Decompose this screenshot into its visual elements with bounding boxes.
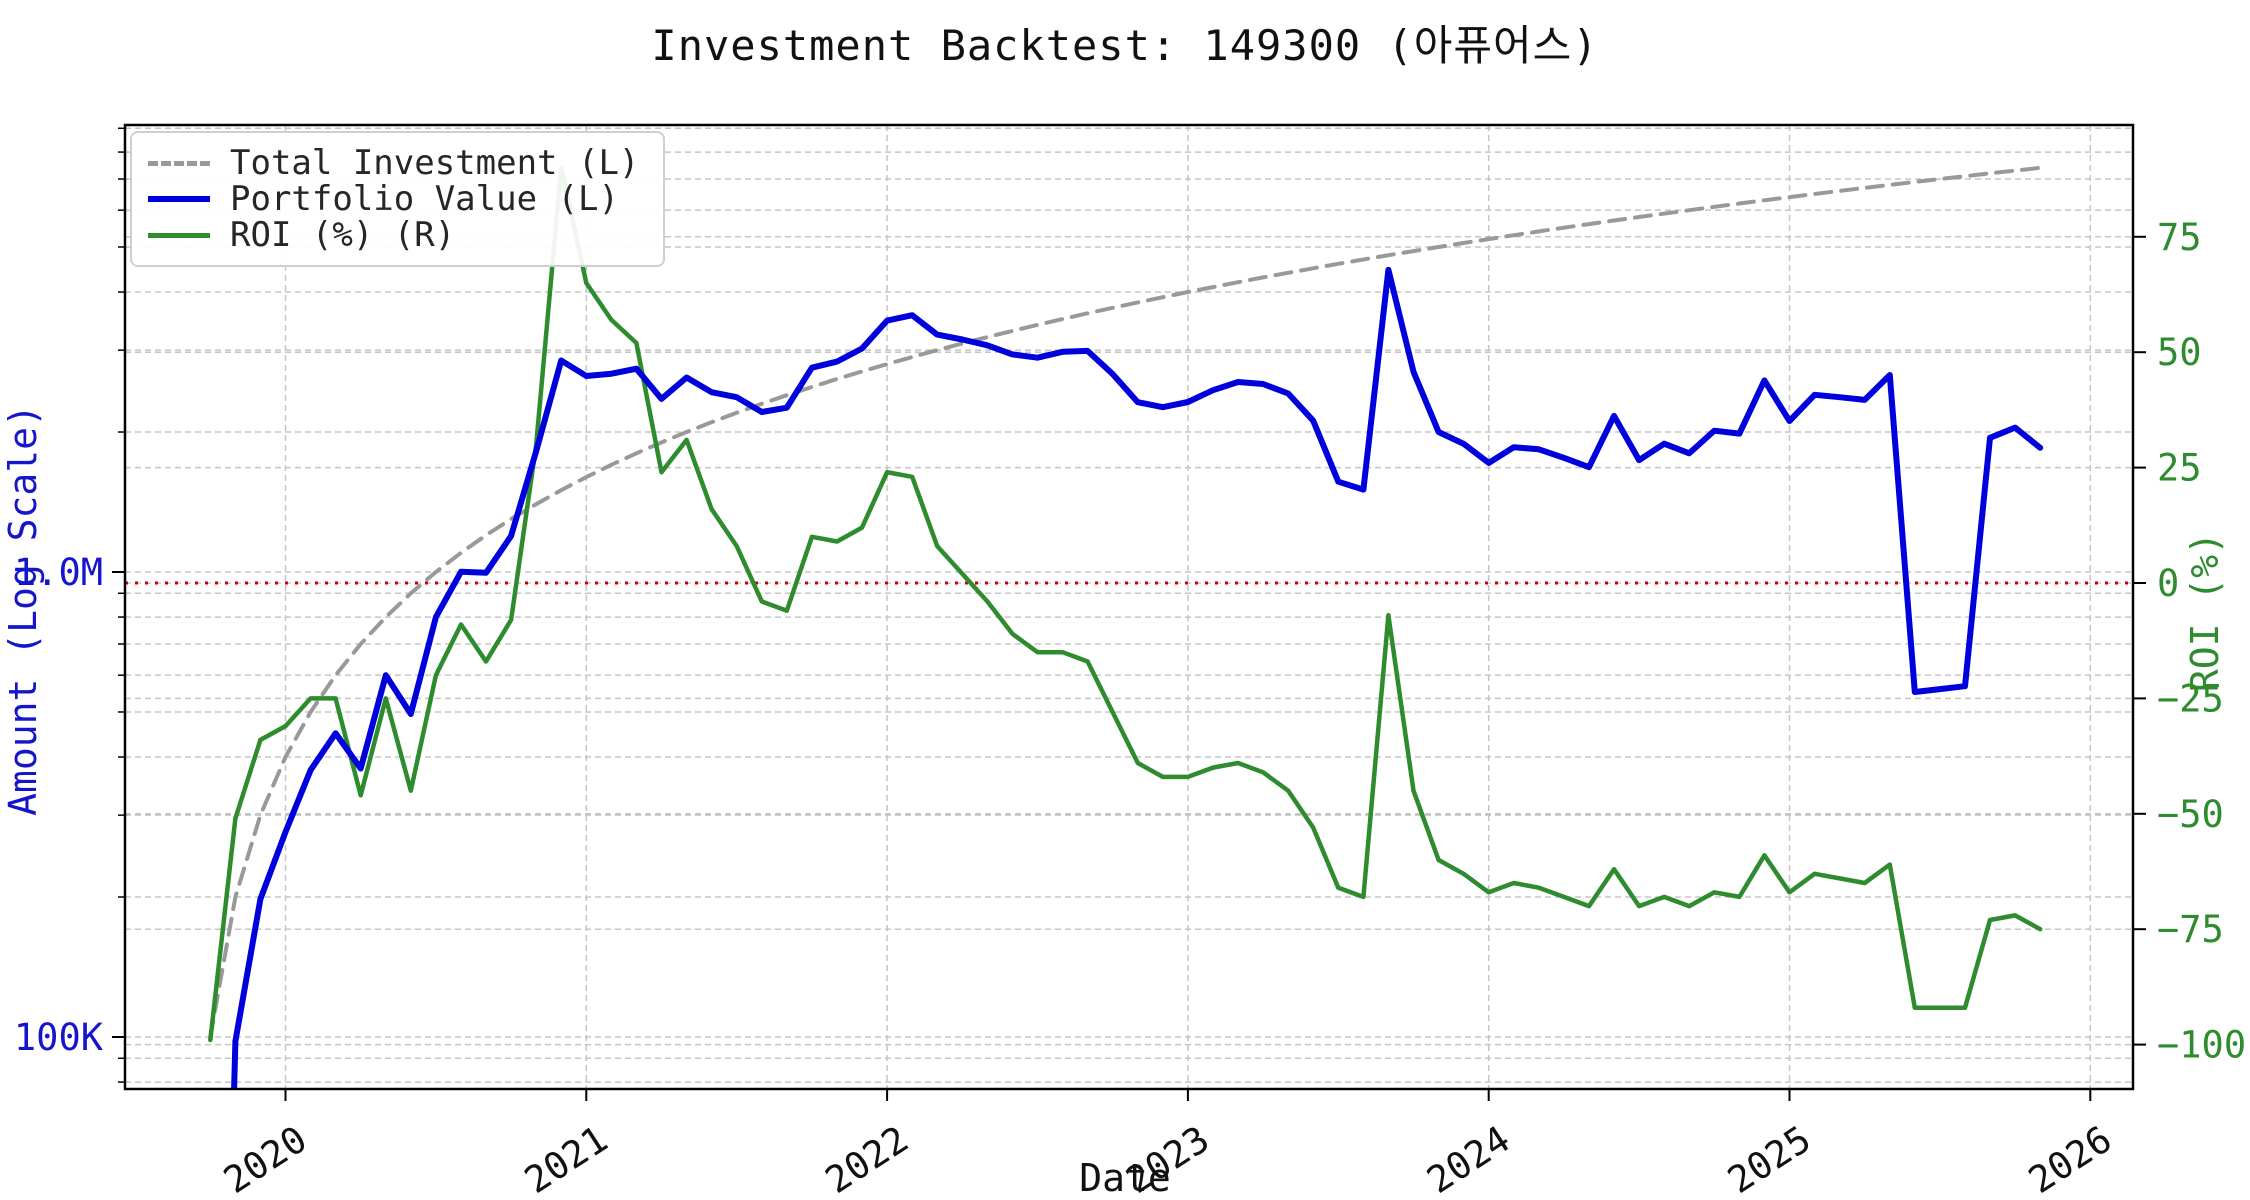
legend-label: Total Investment (L) <box>230 143 640 183</box>
x-axis-title: Date <box>1079 1156 1171 1200</box>
portfolio-value-line <box>231 266 2044 1089</box>
right-tick-label: −25 <box>2157 677 2224 720</box>
right-axis-title: ROI (%) <box>2183 531 2227 693</box>
left-tick-label: 1.0M <box>14 551 103 594</box>
legend-item-portfolio-value: Portfolio Value (L) <box>148 179 639 219</box>
total-investment-line-sample <box>148 160 210 166</box>
plot-border <box>123 123 2135 1091</box>
series-lines <box>208 165 2044 1089</box>
total-investment-line <box>208 165 2043 1039</box>
left-axis-title: Amount (Log Scale) <box>1 404 45 816</box>
right-tick-label: −75 <box>2157 908 2224 951</box>
legend-label: ROI (%) (R) <box>230 215 456 255</box>
chart-title: Investment Backtest: 149300 (아퓨어스) <box>651 21 1599 70</box>
gridlines <box>125 125 2133 1089</box>
left-tick-label: 100K <box>14 1016 104 1059</box>
right-tick-label: −100 <box>2157 1024 2246 1067</box>
tick-marks <box>112 127 2146 1101</box>
left-tick-labels: 1.0M 100K <box>14 551 104 1059</box>
legend-item-roi: ROI (%) (R) <box>148 215 639 255</box>
right-tick-label: −50 <box>2157 793 2224 836</box>
legend-label: Portfolio Value (L) <box>230 179 619 219</box>
right-tick-labels: 75 50 25 0 −25 −50 −75 −100 <box>2157 216 2246 1067</box>
right-tick-label: 0 <box>2157 562 2179 605</box>
right-tick-label: 50 <box>2157 331 2202 374</box>
roi-line-sample <box>148 232 210 238</box>
legend: Total Investment (L) Portfolio Value (L)… <box>130 131 666 267</box>
right-tick-label: 25 <box>2157 447 2202 490</box>
portfolio-value-line-sample <box>148 196 210 202</box>
right-tick-label: 75 <box>2157 216 2202 259</box>
roi-line <box>208 165 2043 1043</box>
legend-item-total-investment: Total Investment (L) <box>148 143 640 183</box>
